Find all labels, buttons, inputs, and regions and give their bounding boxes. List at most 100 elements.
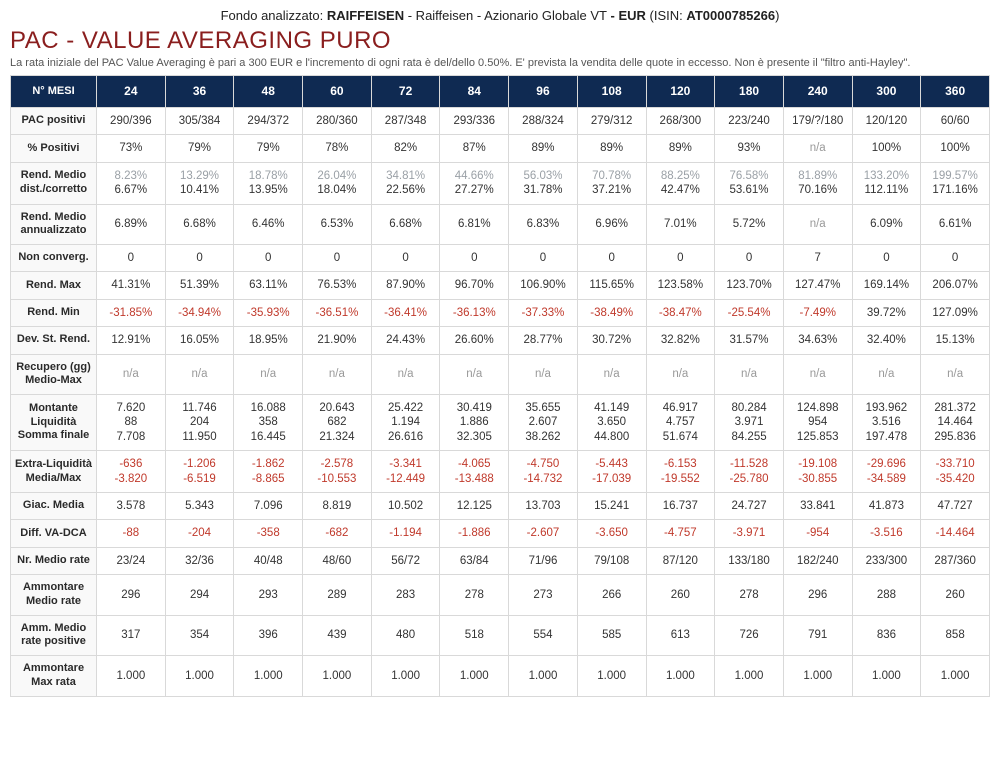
- table-cell: 13.703: [509, 492, 578, 519]
- table-row: Recupero (gg)Medio-Maxn/an/an/an/an/an/a…: [11, 354, 990, 395]
- fund-prefix: Fondo analizzato:: [221, 8, 327, 23]
- table-cell: 6.83%: [509, 204, 578, 245]
- table-cell: -3.650: [577, 520, 646, 547]
- table-cell: 41.1493.65044.800: [577, 395, 646, 451]
- table-cell: 233/300: [852, 547, 921, 574]
- table-cell: 6.68%: [371, 204, 440, 245]
- table-row: Extra-LiquiditàMedia/Max-636-3.820-1.206…: [11, 451, 990, 493]
- table-cell: 354: [165, 615, 234, 656]
- row-label: PAC positivi: [11, 108, 97, 135]
- row-label: Extra-LiquiditàMedia/Max: [11, 451, 97, 493]
- table-cell: n/a: [852, 354, 921, 395]
- table-row: Nr. Medio rate23/2432/3640/4848/6056/726…: [11, 547, 990, 574]
- table-cell: 6.96%: [577, 204, 646, 245]
- table-cell: -11.528-25.780: [715, 451, 784, 493]
- table-cell: -1.886: [440, 520, 509, 547]
- table-cell: -636-3.820: [97, 451, 166, 493]
- table-cell: 89%: [577, 135, 646, 162]
- col-header: 360: [921, 76, 990, 108]
- table-cell: 12.91%: [97, 327, 166, 354]
- table-cell: 70.78%37.21%: [577, 162, 646, 204]
- table-cell: 260: [646, 575, 715, 616]
- row-label: MontanteLiquiditàSomma finale: [11, 395, 97, 451]
- table-cell: 35.6552.60738.262: [509, 395, 578, 451]
- table-cell: 8.819: [303, 492, 372, 519]
- table-cell: 120/120: [852, 108, 921, 135]
- table-cell: 88.25%42.47%: [646, 162, 715, 204]
- col-header: 300: [852, 76, 921, 108]
- table-cell: 115.65%: [577, 272, 646, 299]
- table-cell: -31.85%: [97, 299, 166, 326]
- table-cell: 439: [303, 615, 372, 656]
- table-cell: -36.51%: [303, 299, 372, 326]
- table-cell: 13.29%10.41%: [165, 162, 234, 204]
- table-cell: 317: [97, 615, 166, 656]
- table-cell: 6.46%: [234, 204, 303, 245]
- table-cell: 63/84: [440, 547, 509, 574]
- table-cell: 1.000: [165, 656, 234, 697]
- table-cell: 21.90%: [303, 327, 372, 354]
- table-cell: n/a: [371, 354, 440, 395]
- table-cell: 32.40%: [852, 327, 921, 354]
- table-cell: n/a: [715, 354, 784, 395]
- table-cell: n/a: [165, 354, 234, 395]
- table-cell: -33.710-35.420: [921, 451, 990, 493]
- table-cell: 726: [715, 615, 784, 656]
- table-row: Rend. Medioannualizzato6.89%6.68%6.46%6.…: [11, 204, 990, 245]
- table-cell: -2.578-10.553: [303, 451, 372, 493]
- col-header: 24: [97, 76, 166, 108]
- table-cell: -38.47%: [646, 299, 715, 326]
- table-body: PAC positivi290/396305/384294/372280/360…: [11, 108, 990, 697]
- table-cell: 80.2843.97184.255: [715, 395, 784, 451]
- table-cell: 7: [783, 245, 852, 272]
- table-cell: 31.57%: [715, 327, 784, 354]
- table-cell: 290/396: [97, 108, 166, 135]
- table-cell: 23/24: [97, 547, 166, 574]
- table-cell: 0: [440, 245, 509, 272]
- table-cell: 268/300: [646, 108, 715, 135]
- row-label: % Positivi: [11, 135, 97, 162]
- table-cell: 6.61%: [921, 204, 990, 245]
- table-cell: 100%: [852, 135, 921, 162]
- row-label: Rend. Mediodist./corretto: [11, 162, 97, 204]
- table-cell: 280/360: [303, 108, 372, 135]
- col-header: 84: [440, 76, 509, 108]
- table-cell: 179/?/180: [783, 108, 852, 135]
- page-title: PAC - VALUE AVERAGING PURO: [10, 27, 990, 55]
- table-cell: 1.000: [440, 656, 509, 697]
- table-cell: -5.443-17.039: [577, 451, 646, 493]
- table-cell: 127.47%: [783, 272, 852, 299]
- table-cell: -4.750-14.732: [509, 451, 578, 493]
- table-row: % Positivi73%79%79%78%82%87%89%89%89%93%…: [11, 135, 990, 162]
- table-cell: 1.000: [234, 656, 303, 697]
- fund-bold: RAIFFEISEN: [327, 8, 404, 23]
- row-label: Nr. Medio rate: [11, 547, 97, 574]
- table-cell: 193.9623.516197.478: [852, 395, 921, 451]
- table-cell: 5.343: [165, 492, 234, 519]
- fund-header: Fondo analizzato: RAIFFEISEN - Raiffeise…: [10, 8, 990, 23]
- table-header-row: N° MESI24364860728496108120180240300360: [11, 76, 990, 108]
- table-cell: 0: [371, 245, 440, 272]
- table-cell: 288: [852, 575, 921, 616]
- table-cell: 60/60: [921, 108, 990, 135]
- table-row: Rend. Mediodist./corretto8.23%6.67%13.29…: [11, 162, 990, 204]
- table-cell: 133.20%112.11%: [852, 162, 921, 204]
- col-header: 60: [303, 76, 372, 108]
- table-cell: 44.66%27.27%: [440, 162, 509, 204]
- table-cell: 0: [577, 245, 646, 272]
- table-row: Giac. Media3.5785.3437.0968.81910.50212.…: [11, 492, 990, 519]
- table-cell: 1.000: [852, 656, 921, 697]
- table-cell: 1.000: [371, 656, 440, 697]
- table-cell: 6.89%: [97, 204, 166, 245]
- table-row: Amm. Mediorate positive31735439643948051…: [11, 615, 990, 656]
- row-label: AmmontareMedio rate: [11, 575, 97, 616]
- table-cell: 266: [577, 575, 646, 616]
- table-row: Diff. VA-DCA-88-204-358-682-1.194-1.886-…: [11, 520, 990, 547]
- table-cell: 48/60: [303, 547, 372, 574]
- table-cell: -7.49%: [783, 299, 852, 326]
- table-cell: -29.696-34.589: [852, 451, 921, 493]
- table-cell: 78%: [303, 135, 372, 162]
- table-cell: 288/324: [509, 108, 578, 135]
- table-cell: n/a: [783, 354, 852, 395]
- table-cell: 858: [921, 615, 990, 656]
